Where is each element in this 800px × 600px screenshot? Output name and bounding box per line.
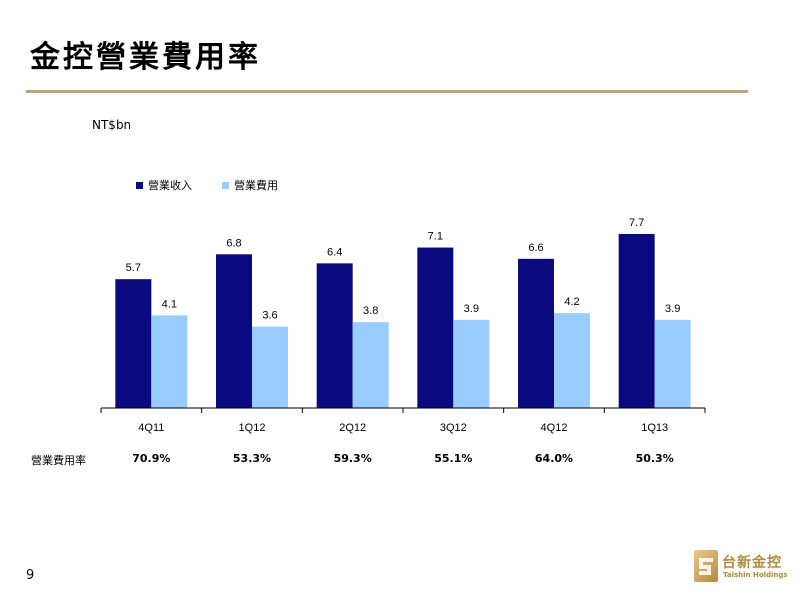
bar-expense xyxy=(151,315,188,408)
bar-value-label: 3.8 xyxy=(363,305,378,317)
logo-mark-icon xyxy=(694,550,718,582)
bar-expense xyxy=(654,319,691,408)
unit-label: NT$bn xyxy=(92,118,132,132)
bar-revenue xyxy=(115,279,152,408)
bar-revenue xyxy=(417,247,454,408)
ratio-value: 53.3% xyxy=(232,452,272,465)
ratio-value: 50.3% xyxy=(635,452,674,465)
bar-value-label: 3.9 xyxy=(665,303,680,315)
page-title: 金控營業費用率 xyxy=(30,40,261,75)
bar-value-label: 6.4 xyxy=(327,246,342,258)
legend-swatch-revenue xyxy=(136,181,143,189)
bar-value-label: 4.2 xyxy=(564,296,579,308)
bar-value-label: 3.9 xyxy=(464,303,479,315)
bar-value-label: 6.8 xyxy=(226,237,241,249)
x-tick-label: 1Q12 xyxy=(239,422,266,434)
bar-expense xyxy=(453,319,490,408)
x-tick-label: 2Q12 xyxy=(339,422,366,434)
x-tick-label: 4Q12 xyxy=(541,422,568,434)
company-logo: 台新金控 Taishin Holdings xyxy=(694,550,789,586)
bar-revenue xyxy=(316,263,353,408)
legend-label-revenue: 營業收入 xyxy=(148,179,192,192)
bar-value-label: 5.7 xyxy=(126,262,141,274)
x-tick-label: 1Q13 xyxy=(641,422,668,434)
chart-legend: 營業收入 營業費用 xyxy=(136,177,278,193)
ratio-row-label: 營業費用率 xyxy=(31,454,86,467)
ratio-value: 55.1% xyxy=(434,452,473,465)
legend-label-expense: 營業費用 xyxy=(234,179,278,192)
bar-expense xyxy=(554,313,590,408)
bar-value-label: 7.7 xyxy=(629,217,644,229)
legend-item-revenue: 營業收入 xyxy=(136,177,192,193)
x-tick-label: 3Q12 xyxy=(440,422,467,434)
legend-swatch-expense xyxy=(222,181,229,189)
bar-revenue xyxy=(618,233,655,408)
x-tick-label: 4Q11 xyxy=(138,422,164,434)
ratio-value: 64.0% xyxy=(534,452,574,465)
title-divider xyxy=(26,90,748,93)
logo-name-en: Taishin Holdings xyxy=(723,571,788,579)
legend-item-expense: 營業費用 xyxy=(222,177,278,193)
bar-value-label: 6.6 xyxy=(528,242,543,254)
bar-revenue xyxy=(216,254,252,408)
logo-name-cn: 台新金控 xyxy=(722,555,782,571)
bar-revenue xyxy=(518,258,554,408)
ratio-value: 70.9% xyxy=(132,452,171,465)
bar-value-label: 7.1 xyxy=(428,231,443,243)
bar-value-label: 4.1 xyxy=(162,298,177,310)
bar-expense xyxy=(252,326,288,408)
bar-value-label: 3.6 xyxy=(262,310,277,322)
ratio-value: 59.3% xyxy=(333,452,372,465)
bar-expense xyxy=(352,322,389,408)
page-number: 9 xyxy=(26,568,35,583)
